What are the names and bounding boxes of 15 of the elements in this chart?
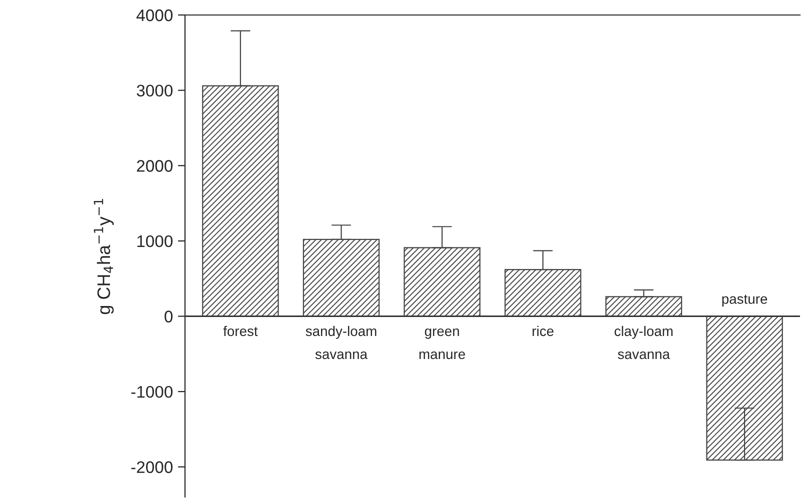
y-axis-title: g CH$_{4}$ha$^{−1}$y$^{−1}$ [94,198,114,314]
x-tick-label: pasture [722,294,768,307]
y-tick-label: -2000 [131,461,173,474]
x-tick-label: forest [223,326,258,336]
y-tick-label: 1000 [137,235,173,248]
x-tick-label: clay-loam savanna [614,326,673,360]
y-tick-label: -1000 [131,386,173,398]
x-tick-label: sandy-loam savanna [306,326,376,360]
y-tick-label: 2000 [136,160,173,172]
y-tick-label: 4000 [136,9,173,22]
y-tick-label: 3000 [136,84,173,97]
x-tick-label: rice [532,326,554,336]
y-tick-label: 0 [164,310,173,322]
x-tick-label: green manure [419,328,466,360]
bar [706,316,783,461]
